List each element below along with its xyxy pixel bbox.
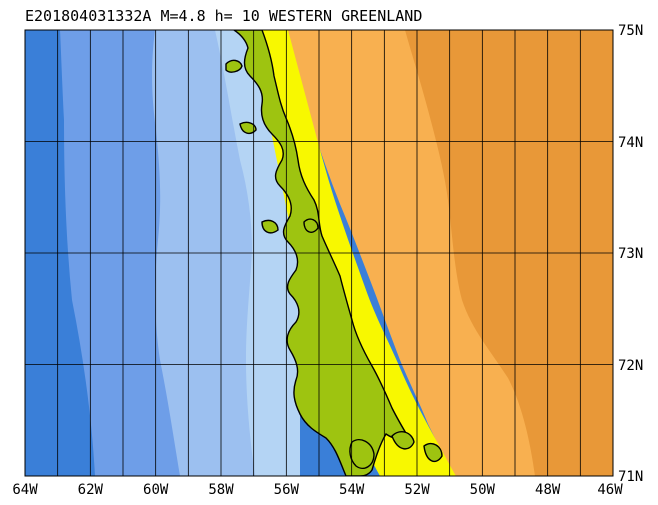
lon-label-8: 48W: [535, 482, 561, 498]
island-upper-left: [225, 59, 243, 73]
map-title: E201804031332A M=4.8 h= 10 WESTERN GREEN…: [25, 7, 422, 25]
lon-label-2: 60W: [143, 482, 169, 498]
lat-label-0: 75N: [618, 23, 643, 39]
island-lower-peninsula: [349, 438, 375, 470]
longitude-labels: 64W 62W 60W 58W 56W 54W 52W 50W 48W 46W: [12, 482, 623, 498]
lat-label-4: 71N: [618, 469, 643, 485]
island-lower-right: [391, 431, 415, 450]
lon-label-3: 58W: [208, 482, 234, 498]
lon-label-1: 62W: [78, 482, 104, 498]
map-plot-area: [25, 30, 613, 476]
latitude-labels: 75N 74N 73N 72N 71N: [618, 23, 643, 485]
lon-label-4: 56W: [274, 482, 300, 498]
island-round: [303, 218, 319, 233]
lat-lon-grid: [25, 30, 613, 476]
lon-label-6: 52W: [404, 482, 430, 498]
island-bottom-right: [423, 442, 443, 463]
island-middle: [261, 219, 279, 234]
lat-label-2: 73N: [618, 246, 643, 262]
lat-label-3: 72N: [618, 358, 643, 374]
lon-label-5: 54W: [339, 482, 365, 498]
lon-label-0: 64W: [12, 482, 38, 498]
lon-label-7: 50W: [470, 482, 496, 498]
map-frame: [24, 29, 614, 477]
lat-label-1: 74N: [618, 135, 643, 151]
island-upper-mid: [239, 121, 257, 135]
lon-label-9: 46W: [597, 482, 623, 498]
